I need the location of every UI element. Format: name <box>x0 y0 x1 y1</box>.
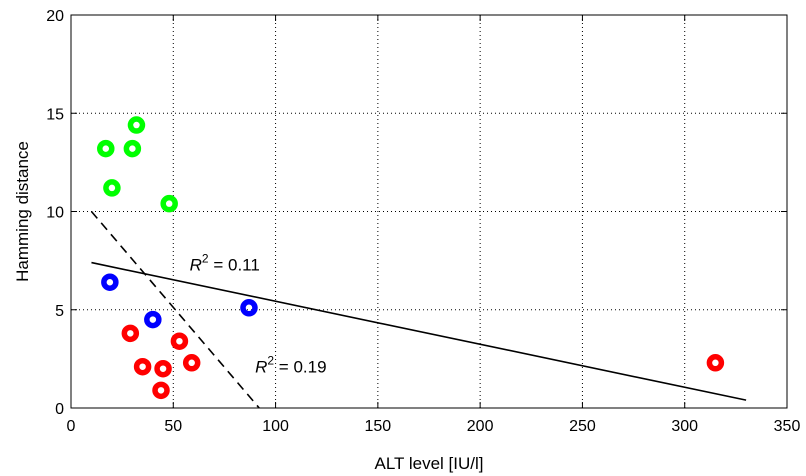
data-point <box>154 359 172 378</box>
fit-line-dashed <box>90 210 260 409</box>
data-point <box>133 357 152 376</box>
fit-lines-layer <box>90 210 747 409</box>
data-point <box>127 116 146 134</box>
x-tick-label: 150 <box>365 418 392 435</box>
data-point <box>170 332 189 350</box>
grid-layer <box>71 15 787 408</box>
data-point <box>152 381 170 400</box>
r-squared-annotation: R2 = 0.19 <box>255 354 326 377</box>
y-tick-label: 20 <box>46 8 64 25</box>
x-tick-label: 350 <box>774 418 801 435</box>
data-point <box>706 354 725 372</box>
x-axis-label: ALT level [IU/l] <box>375 454 484 473</box>
data-point <box>121 324 140 343</box>
r-squared-annotation: R2 = 0.11 <box>190 251 260 274</box>
y-tick-label: 15 <box>46 106 64 123</box>
data-point <box>103 179 121 197</box>
points-layer <box>97 116 725 400</box>
x-tick-label: 200 <box>467 418 494 435</box>
y-axis-label: Hamming distance <box>13 141 32 282</box>
fit-line-solid <box>91 261 747 401</box>
x-tick-label: 250 <box>569 418 596 435</box>
x-tick-label: 50 <box>164 418 182 435</box>
data-point <box>97 139 115 158</box>
data-point <box>240 299 258 317</box>
x-tick-label: 0 <box>67 418 76 435</box>
x-tick-label: 100 <box>262 418 289 435</box>
ticks-layer: 0 50 100 150 200 250 300 350 0 5 10 15 20 <box>46 8 800 435</box>
data-point <box>160 194 178 213</box>
y-tick-label: 5 <box>55 303 64 320</box>
y-tick-label: 0 <box>55 401 64 418</box>
y-tick-label: 10 <box>46 205 64 222</box>
data-point <box>144 310 162 329</box>
data-point <box>101 273 119 291</box>
data-point <box>182 354 201 372</box>
x-tick-label: 300 <box>671 418 698 435</box>
data-point <box>123 139 142 158</box>
annotations-layer: R2 = 0.11 R2 = 0.19 <box>190 251 327 376</box>
